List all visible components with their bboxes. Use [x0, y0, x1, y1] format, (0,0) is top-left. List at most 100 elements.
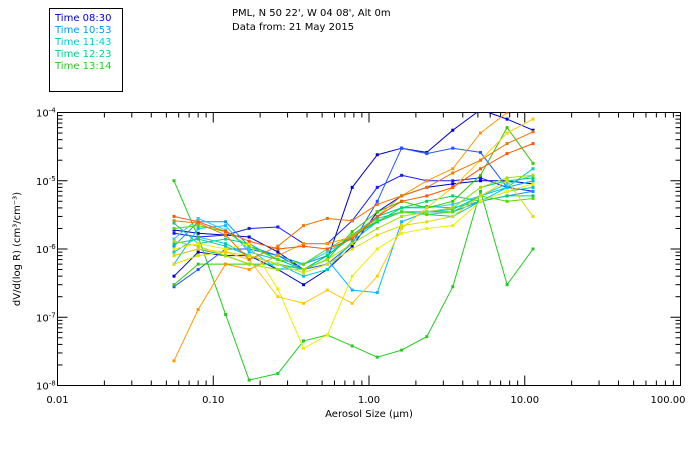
data-point [531, 117, 535, 121]
data-point [172, 285, 176, 289]
legend-entry: Time 12:23 [54, 49, 111, 60]
data-point [400, 199, 404, 203]
data-point [325, 333, 329, 337]
series-s17 [172, 182, 535, 350]
data-point [276, 254, 280, 258]
data-point [400, 224, 404, 228]
data-point [172, 228, 176, 232]
y-tick-labels: 10-8 10-7 10-6 10-5 10-4 [36, 107, 56, 393]
data-point [505, 126, 509, 130]
series-s21 [172, 142, 535, 251]
data-point [302, 283, 306, 287]
data-point [196, 216, 200, 220]
header-location: PML, N 50 22', W 04 08', Alt 0m [232, 8, 391, 19]
data-point [531, 247, 535, 251]
data-point [247, 250, 251, 254]
data-point [302, 339, 306, 343]
data-point [375, 226, 379, 230]
x-tick-label: 1.00 [358, 395, 380, 406]
data-point [532, 90, 535, 93]
data-point [224, 247, 228, 251]
data-point [425, 226, 429, 230]
data-point [531, 142, 535, 146]
data-point [172, 254, 176, 258]
data-point [350, 344, 354, 348]
data-point [247, 247, 251, 251]
data-point [505, 152, 509, 156]
data-point [479, 150, 483, 154]
data-point [172, 214, 176, 218]
data-point [451, 224, 455, 228]
data-point [247, 262, 251, 266]
legend-entry: Time 13:14 [54, 61, 111, 72]
data-point [224, 312, 228, 316]
y-tick-label: 10-5 [36, 175, 56, 188]
data-point [172, 274, 176, 278]
data-point [172, 244, 176, 248]
data-point [224, 230, 228, 234]
data-point [505, 117, 509, 121]
data-point [505, 189, 509, 193]
data-point [325, 258, 329, 262]
data-point [172, 283, 176, 287]
data-point [375, 202, 379, 206]
data-point [531, 179, 535, 183]
data-point [224, 220, 228, 224]
data-point [350, 233, 354, 237]
data-point [505, 199, 509, 203]
data-point [224, 250, 228, 254]
data-point [196, 307, 200, 311]
data-point [325, 268, 329, 272]
x-axis-label: Aerosol Size (µm) [325, 409, 413, 420]
y-tick-label: 10-8 [36, 380, 56, 393]
data-point [196, 231, 200, 235]
data-point [196, 250, 200, 254]
data-point [172, 226, 176, 230]
data-point [531, 185, 535, 189]
data-point [531, 176, 535, 180]
data-point [350, 274, 354, 278]
data-point [400, 214, 404, 218]
data-point [224, 233, 228, 237]
data-point [400, 231, 404, 235]
data-point [479, 108, 482, 111]
data-point [196, 220, 200, 224]
series-line [173, 180, 534, 381]
data-point [400, 210, 404, 214]
data-point [276, 262, 280, 266]
data-point [479, 167, 483, 171]
data-point [425, 220, 429, 224]
data-point [247, 254, 251, 258]
series-s16 [172, 179, 535, 275]
data-point [350, 185, 354, 189]
data-point [302, 242, 306, 246]
data-point [425, 199, 429, 203]
data-point [425, 185, 429, 189]
series-s18 [172, 117, 535, 305]
data-point [224, 224, 228, 228]
data-point [172, 221, 176, 225]
data-point [247, 226, 251, 230]
data-point [276, 258, 280, 262]
data-point [451, 206, 455, 210]
data-point [276, 295, 280, 299]
x-tick-label: 10.00 [510, 395, 539, 406]
data-point [224, 262, 228, 266]
data-point [451, 167, 455, 171]
data-point [425, 179, 429, 183]
data-point [505, 182, 509, 186]
data-point [375, 216, 379, 220]
data-point [276, 371, 280, 375]
data-point [425, 210, 429, 214]
data-point [276, 287, 280, 291]
data-point [400, 206, 404, 210]
data-point [276, 268, 280, 272]
data-point [172, 242, 176, 246]
data-point [531, 196, 535, 200]
data-point [276, 225, 280, 229]
data-point [172, 247, 176, 251]
series-s15 [172, 173, 535, 272]
data-point [375, 185, 379, 189]
data-point [350, 219, 354, 223]
data-point [479, 176, 483, 180]
